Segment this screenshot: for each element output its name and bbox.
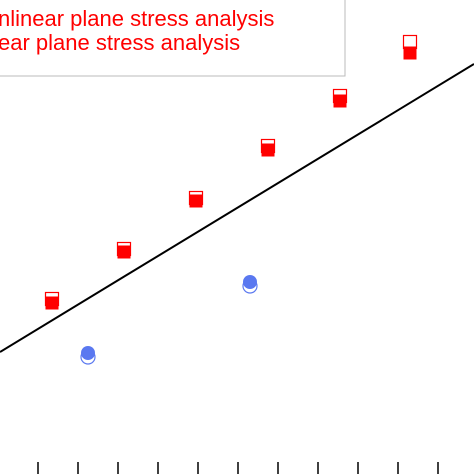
point <box>403 46 417 60</box>
point <box>189 194 203 208</box>
point <box>45 296 59 310</box>
point <box>81 346 95 360</box>
legend-label: nlinear plane stress analysis <box>0 6 274 31</box>
point <box>261 143 275 157</box>
point <box>333 94 347 108</box>
legend-box <box>0 0 346 77</box>
fit-line <box>0 63 474 353</box>
point <box>243 275 257 289</box>
legend-label: ear plane stress analysis <box>0 30 240 55</box>
point <box>117 245 131 259</box>
